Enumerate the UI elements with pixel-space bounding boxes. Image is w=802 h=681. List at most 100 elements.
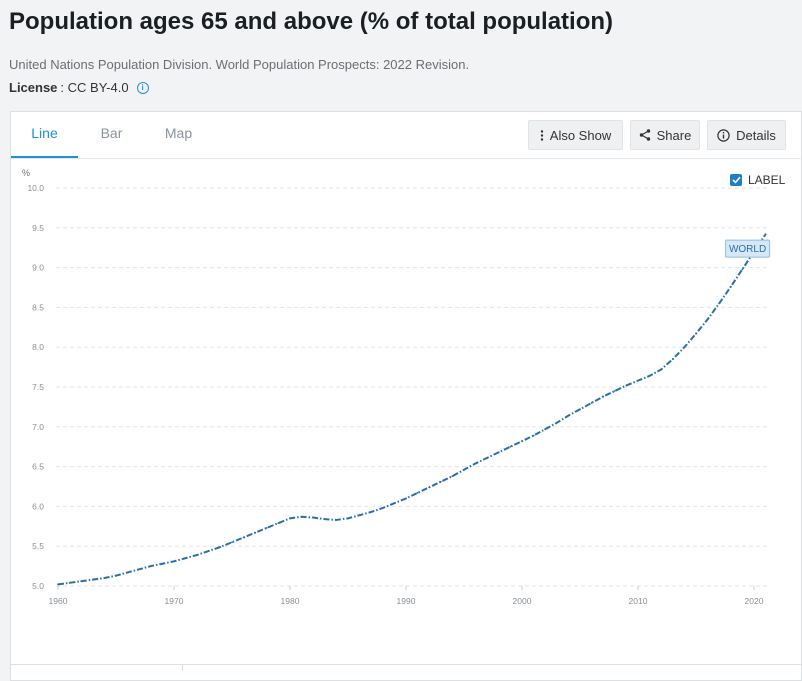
data-point	[138, 568, 141, 571]
data-point	[103, 577, 106, 579]
data-point	[358, 514, 361, 517]
data-point	[729, 285, 732, 288]
data-point	[486, 456, 489, 459]
y-tick-label: 6.5	[32, 462, 44, 472]
data-point	[451, 475, 454, 478]
series-line-world[interactable]	[57, 233, 767, 586]
data-point	[312, 516, 315, 519]
data-point	[625, 384, 628, 387]
label-toggle-text: LABEL	[748, 173, 786, 187]
source-text: United Nations Population Division. Worl…	[9, 57, 470, 72]
info-circle-icon	[717, 128, 730, 142]
data-point	[242, 536, 245, 539]
data-point	[161, 562, 164, 565]
data-point	[277, 522, 280, 525]
license-value: : CC BY-4.0	[60, 80, 129, 95]
y-tick-label: 8.0	[32, 342, 44, 352]
data-point	[590, 402, 593, 404]
data-point	[695, 332, 697, 335]
share-button[interactable]: Share	[630, 120, 700, 150]
tab-bar[interactable]: Bar	[100, 125, 123, 141]
x-tick-label: 1980	[281, 596, 300, 606]
data-point	[323, 518, 326, 521]
also-show-button[interactable]: Also Show	[528, 120, 623, 150]
data-point	[521, 440, 523, 443]
data-point	[613, 390, 616, 392]
data-point	[289, 517, 291, 520]
data-point	[671, 358, 674, 361]
data-point	[219, 546, 222, 548]
info-icon[interactable]: i	[136, 81, 149, 94]
x-tick-label: 1990	[397, 596, 416, 606]
series-label-world: WORLD	[729, 244, 766, 255]
data-point	[637, 379, 639, 382]
data-point	[115, 574, 117, 577]
share-label: Share	[656, 127, 692, 143]
label-toggle[interactable]: LABEL	[730, 173, 785, 187]
data-point	[555, 421, 558, 424]
y-tick-label: 9.0	[32, 263, 44, 273]
data-point	[706, 318, 709, 321]
data-point	[184, 557, 187, 560]
tab-line[interactable]: Line	[11, 112, 78, 158]
share-icon	[639, 129, 651, 141]
data-point	[474, 462, 477, 465]
data-point	[265, 526, 268, 529]
data-point	[149, 565, 152, 567]
data-point	[347, 517, 349, 520]
y-tick-label: 7.0	[32, 422, 44, 432]
data-point	[335, 519, 338, 521]
data-point	[579, 408, 581, 411]
data-point	[173, 560, 175, 563]
x-tick-label: 2000	[513, 596, 532, 606]
data-point	[532, 434, 535, 437]
y-tick-label: 8.5	[32, 302, 44, 312]
x-tick-label: 2020	[745, 596, 764, 606]
chart-type-tabs: Line Bar Map	[11, 112, 212, 158]
data-point	[370, 511, 373, 513]
y-tick-label: 5.0	[32, 581, 44, 591]
page-title: Population ages 65 and above (% of total…	[9, 8, 614, 35]
data-point	[544, 428, 547, 431]
x-tick-label: 2010	[629, 596, 648, 606]
y-tick-label: 9.5	[32, 223, 44, 233]
data-point	[648, 374, 651, 377]
data-point	[68, 581, 71, 584]
footer-divider	[182, 664, 183, 671]
data-point	[567, 414, 570, 417]
details-label: Details	[736, 127, 776, 143]
more-vertical-icon	[540, 129, 544, 141]
tab-map[interactable]: Map	[164, 125, 193, 141]
data-point	[660, 368, 663, 371]
tabs-divider	[11, 158, 801, 159]
data-point	[428, 486, 431, 489]
series-label-box	[725, 239, 771, 258]
data-point	[91, 578, 94, 581]
data-point	[764, 233, 767, 236]
data-point	[683, 346, 686, 349]
data-point	[207, 550, 210, 552]
label-checkbox[interactable]	[730, 174, 742, 186]
data-point	[80, 580, 83, 583]
data-point	[393, 502, 396, 505]
data-point	[718, 302, 721, 305]
y-axis-label: %	[22, 168, 30, 178]
data-point	[741, 268, 744, 271]
data-point	[254, 531, 257, 534]
data-point	[57, 583, 59, 586]
data-point	[497, 451, 500, 454]
details-button[interactable]: Details	[707, 120, 786, 150]
data-point	[300, 515, 303, 518]
data-point	[439, 480, 442, 483]
y-tick-label: 10.0	[27, 183, 44, 193]
data-point	[509, 445, 512, 448]
data-point	[196, 554, 199, 556]
data-point	[126, 571, 129, 574]
y-tick-label: 7.5	[32, 382, 44, 392]
x-tick-label: 1970	[165, 596, 184, 606]
data-point	[602, 395, 605, 398]
data-point	[416, 491, 419, 494]
also-show-label: Also Show	[549, 127, 612, 143]
panel-footer	[10, 664, 802, 672]
